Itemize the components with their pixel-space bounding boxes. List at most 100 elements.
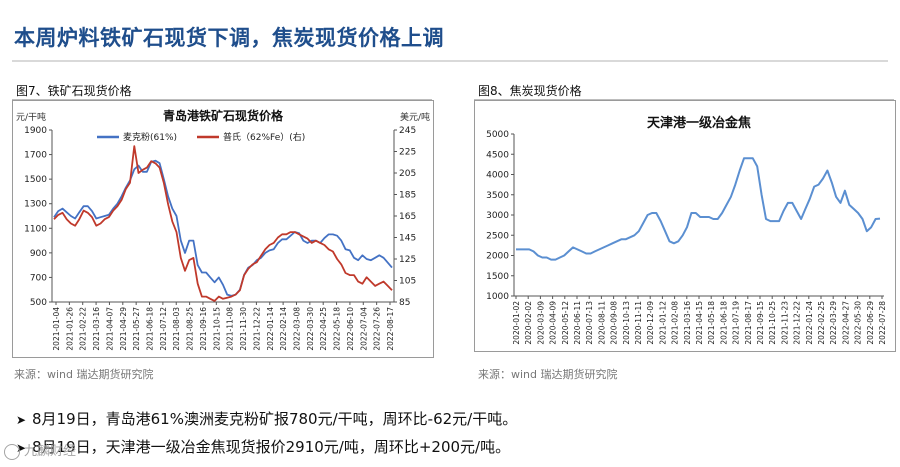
x-tick-label: 2020-10-13 [622,301,631,345]
y-tick-label-right: 245 [399,126,416,136]
y-tick-label: 5000 [486,130,509,140]
x-tick-label: 2021-06-18 [719,301,728,345]
x-tick-label: 2022-06-29 [866,301,875,345]
x-tick-label: 2022-04-25 [319,307,328,351]
series-group [516,157,881,261]
x-tick-label: 2020-07-13 [585,301,594,345]
source-note-left: 来源：wind 瑞达期货研究院 [14,368,154,381]
legend-label: 麦克粉(61%) [123,131,177,143]
x-tick-label: 2021-01-26 [65,307,74,351]
x-tick-label: 2021-02-22 [79,307,88,351]
figure-8-label: 图8、焦炭现货价格 [478,84,582,98]
chart-title: 青岛港铁矿石现货价格 [163,108,284,123]
title-divider [12,60,888,62]
chart-title: 天津港一级冶金焦 [647,115,751,131]
x-tick-label: 2022-05-18 [333,307,342,351]
x-tick-label: 2021-04-29 [119,307,128,351]
legend: 麦克粉(61%) 普氏（62%Fe）(右) [97,131,305,143]
iron-ore-price-chart: 青岛港铁矿石现货价格 元/干吨 美元/吨 500 700 900 1100 1300 15… [12,100,434,358]
y-tick-label-right: 85 [399,298,410,308]
y-tick-label: 3000 [486,211,509,221]
x-tick-label: 2020-01-02 [512,301,521,345]
x-tick-label: 2021-12-22 [793,301,802,345]
y-tick-label: 1000 [486,292,509,302]
y-tick-label-right: 125 [399,255,416,265]
y-tick-label: 2000 [486,252,509,262]
axes-group: 500 700 900 1100 1300 1500 1700 1900 85 105 125 145… [24,126,416,351]
x-tick-label: 2022-03-30 [306,307,315,351]
y-tick-label-left: 1300 [24,200,47,210]
figure-7-label: 图7、铁矿石现货价格 [16,84,132,98]
y-tick-label-left: 900 [30,249,47,259]
x-tick-label: 2021-11-23 [780,301,789,345]
y-tick-label: 3500 [486,191,509,201]
bullet-text: 8月19日，天津港一级冶金焦现货报价2910元/吨，周环比+200元/吨。 [32,438,511,456]
y-axis-label-left: 元/干吨 [16,111,46,123]
x-tick-label: 2022-07-26 [373,307,382,351]
figure-7-label-divider [12,99,432,100]
page-title: 本周炉料铁矿石现货下调，焦炭现货价格上调 [14,26,444,50]
x-tick-label: 2021-04-15 [695,301,704,345]
y-tick-label-left: 1500 [24,175,47,185]
x-tick-label: 2021-09-16 [199,307,208,351]
x-tick-label: 2022-05-30 [854,301,863,345]
y-tick-label-left: 700 [30,273,47,283]
series-line-coke [516,157,881,261]
x-tick-label: 2021-10-15 [212,307,221,351]
x-tick-label: 2022-08-17 [386,307,395,351]
x-tick-label: 2020-08-11 [597,301,606,345]
x-tick-label: 2022-06-10 [346,307,355,351]
x-tick-label: 2021-04-07 [105,307,114,351]
series-line-mac-fines [53,159,393,297]
x-tick-label: 2021-11-08 [226,307,235,351]
y-tick-label: 4000 [486,171,509,181]
y-tick-label: 1500 [486,272,509,282]
x-tick-label: 2021-05-18 [707,301,716,345]
x-tick-label: 2022-03-29 [829,301,838,345]
y-tick-label: 2500 [486,231,509,241]
y-tick-label-right: 165 [399,212,416,222]
chart-frame [12,100,434,358]
bullet-coke: ➤ 8月19日，天津港一级冶金焦现货报价2910元/吨，周环比+200元/吨。 [16,436,510,457]
bullet-arrow-icon: ➤ [16,413,27,427]
x-tick-label: 2021-03-16 [92,307,101,351]
x-tick-label: 2021-08-03 [172,307,181,351]
x-tick-label: 2020-09-08 [610,301,619,345]
x-tick-label: 2021-06-18 [146,307,155,351]
x-tick-label: 2021-07-19 [732,301,741,345]
x-tick-label: 2021-08-17 [744,301,753,345]
x-tick-label: 2022-07-04 [359,307,368,351]
x-tick-label: 2022-03-08 [292,307,301,351]
legend-label: 普氏（62%Fe）(右) [223,131,305,143]
y-axis-label-right: 美元/吨 [400,111,430,123]
x-tick-label: 2020-12-09 [646,301,655,345]
x-tick-label: 2021-12-22 [252,307,261,351]
x-tick-label: 2022-02-25 [817,301,826,345]
x-tick-label: 2021-09-15 [756,301,765,345]
watermark: 九麟财经 [4,440,76,460]
figure-8-label-divider [474,99,894,100]
series-group [53,145,393,302]
x-tick-label: 2021-01-12 [658,301,667,345]
coke-price-chart: 天津港一级冶金焦 1000 1500 2000 2500 3000 3500 4000 450… [474,100,896,352]
y-tick-label-right: 185 [399,191,416,201]
x-tick-label: 2021-05-27 [132,307,141,351]
axes-group: 1000 1500 2000 2500 3000 3500 4000 4500 5000 2020… [486,130,887,345]
source-note-right: 来源：wind 瑞达期货研究院 [478,368,618,381]
x-tick-label: 2022-04-27 [841,301,850,345]
y-tick-label-right: 205 [399,169,416,179]
y-tick-label-right: 105 [399,277,416,287]
y-tick-label-left: 1900 [24,126,47,136]
x-tick-label: 2020-06-11 [573,301,582,345]
x-tick-label: 2021-08-25 [186,307,195,351]
x-tick-label: 2021-02-08 [671,301,680,345]
x-tick-label: 2020-05-12 [561,301,570,345]
x-tick-label: 2022-02-14 [279,307,288,351]
y-tick-label: 4500 [486,150,509,160]
x-tick-label: 2021-07-12 [159,307,168,351]
y-tick-label-right: 145 [399,234,416,244]
y-tick-label-left: 1100 [24,224,47,234]
x-tick-label: 2022-07-28 [878,301,887,345]
x-tick-label: 2021-01-04 [52,307,61,351]
y-tick-label-left: 1700 [24,151,47,161]
